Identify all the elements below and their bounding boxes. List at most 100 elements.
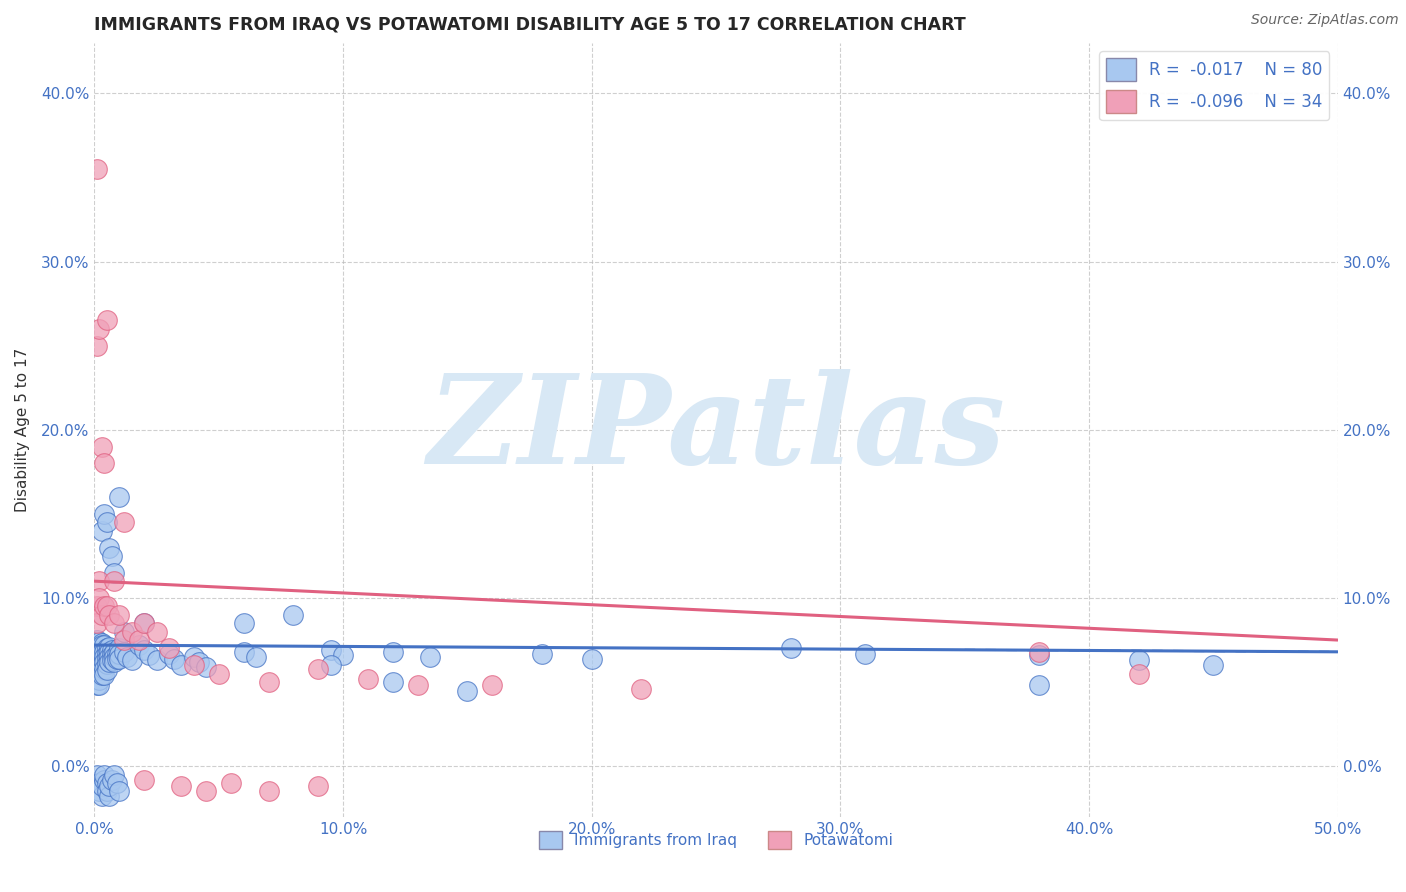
Point xyxy=(103,566,125,580)
Point xyxy=(112,645,135,659)
Point xyxy=(332,648,354,663)
Point xyxy=(89,776,111,790)
Point xyxy=(96,657,118,671)
Point xyxy=(90,645,112,659)
Point xyxy=(103,574,125,589)
Point xyxy=(89,666,111,681)
Point xyxy=(195,784,218,798)
Point xyxy=(86,641,108,656)
Point xyxy=(98,780,121,794)
Point xyxy=(108,607,131,622)
Point xyxy=(105,776,128,790)
Point xyxy=(108,641,131,656)
Point xyxy=(101,643,124,657)
Point xyxy=(86,616,108,631)
Point xyxy=(103,767,125,781)
Point xyxy=(90,780,112,794)
Point xyxy=(93,507,115,521)
Point xyxy=(1128,666,1150,681)
Point xyxy=(456,683,478,698)
Point xyxy=(103,655,125,669)
Point xyxy=(208,666,231,681)
Point xyxy=(86,339,108,353)
Point xyxy=(86,767,108,781)
Point xyxy=(145,653,167,667)
Point xyxy=(187,655,209,669)
Point xyxy=(170,658,193,673)
Point xyxy=(90,440,112,454)
Point xyxy=(1028,648,1050,663)
Point xyxy=(90,524,112,538)
Point xyxy=(96,784,118,798)
Point xyxy=(105,651,128,665)
Point xyxy=(86,666,108,681)
Text: Source: ZipAtlas.com: Source: ZipAtlas.com xyxy=(1251,13,1399,28)
Legend: Immigrants from Iraq, Potawatomi: Immigrants from Iraq, Potawatomi xyxy=(533,824,898,855)
Point xyxy=(98,645,121,659)
Point xyxy=(90,668,112,682)
Point xyxy=(86,649,108,664)
Point xyxy=(128,638,150,652)
Point xyxy=(145,624,167,639)
Point xyxy=(89,673,111,688)
Point xyxy=(381,675,404,690)
Point xyxy=(121,653,143,667)
Point xyxy=(232,616,254,631)
Point xyxy=(98,640,121,654)
Point xyxy=(101,653,124,667)
Point xyxy=(89,591,111,605)
Point xyxy=(90,643,112,657)
Point xyxy=(90,663,112,677)
Point xyxy=(103,616,125,631)
Point xyxy=(101,549,124,563)
Point xyxy=(530,647,553,661)
Point xyxy=(98,607,121,622)
Point xyxy=(307,780,329,794)
Point xyxy=(283,607,305,622)
Point xyxy=(1202,658,1225,673)
Point xyxy=(157,641,180,656)
Point xyxy=(103,645,125,659)
Y-axis label: Disability Age 5 to 17: Disability Age 5 to 17 xyxy=(15,348,30,512)
Point xyxy=(134,616,156,631)
Point xyxy=(232,645,254,659)
Point xyxy=(1128,653,1150,667)
Point xyxy=(257,675,280,690)
Point xyxy=(183,658,205,673)
Point xyxy=(128,633,150,648)
Point xyxy=(108,490,131,504)
Point xyxy=(89,678,111,692)
Point xyxy=(134,616,156,631)
Point xyxy=(90,607,112,622)
Point xyxy=(134,772,156,787)
Point xyxy=(138,648,160,663)
Point xyxy=(86,658,108,673)
Point xyxy=(103,649,125,664)
Point xyxy=(96,776,118,790)
Point xyxy=(257,784,280,798)
Point xyxy=(98,649,121,664)
Point xyxy=(157,647,180,661)
Point xyxy=(90,789,112,804)
Point xyxy=(86,662,108,676)
Point xyxy=(134,643,156,657)
Point xyxy=(90,636,112,650)
Point xyxy=(96,663,118,677)
Point xyxy=(93,655,115,669)
Point xyxy=(93,457,115,471)
Point xyxy=(93,599,115,614)
Point xyxy=(93,638,115,652)
Point xyxy=(89,645,111,659)
Point xyxy=(195,660,218,674)
Point xyxy=(89,784,111,798)
Point xyxy=(481,678,503,692)
Point xyxy=(93,662,115,676)
Point xyxy=(90,638,112,652)
Point xyxy=(86,638,108,652)
Point xyxy=(419,649,441,664)
Point xyxy=(93,772,115,787)
Text: IMMIGRANTS FROM IRAQ VS POTAWATOMI DISABILITY AGE 5 TO 17 CORRELATION CHART: IMMIGRANTS FROM IRAQ VS POTAWATOMI DISAB… xyxy=(94,15,966,33)
Point xyxy=(93,649,115,664)
Point xyxy=(96,516,118,530)
Point xyxy=(86,645,108,659)
